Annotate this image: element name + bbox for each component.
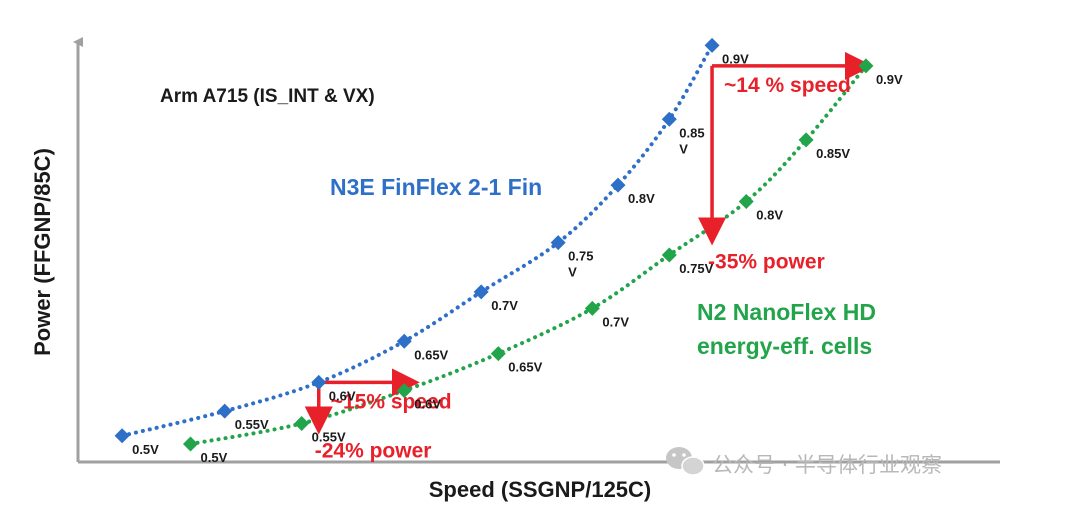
y-axis-label: Power (FFGNP/85C) bbox=[30, 148, 55, 356]
label-n2-1: 0.55V bbox=[312, 429, 346, 444]
point-n2-1 bbox=[294, 415, 310, 431]
annotations: ~14 % speed -35% power ~15% speed -24% powe… bbox=[304, 51, 873, 463]
label-n2-4: 0.7V bbox=[602, 314, 629, 329]
point-n2-5 bbox=[661, 247, 677, 263]
label-n2-8: 0.9V bbox=[876, 72, 903, 87]
series-label-n2-line2: energy-eff. cells bbox=[697, 333, 872, 359]
label-n3e-2: 0.6V bbox=[329, 388, 356, 403]
label-n2-0: 0.5V bbox=[201, 450, 228, 465]
point-n3e-3 bbox=[396, 333, 412, 349]
label-n3e-4: 0.7V bbox=[491, 298, 518, 313]
watermark: 公众号 · 半导体行业观察 bbox=[666, 447, 942, 477]
label-n3e-7: 0.85 V bbox=[679, 125, 704, 156]
watermark-text: 公众号 · 半导体行业观察 bbox=[712, 453, 942, 477]
annotation-power-1: -35% power bbox=[708, 251, 825, 274]
point-n3e-1 bbox=[217, 403, 233, 419]
point-n3e-2 bbox=[311, 374, 327, 390]
point-n3e-0 bbox=[114, 428, 130, 444]
x-axis-label: Speed (SSGNP/125C) bbox=[429, 477, 652, 502]
label-n3e-1: 0.55V bbox=[235, 417, 269, 432]
label-n2-6: 0.8V bbox=[756, 208, 783, 223]
point-n2-7 bbox=[798, 132, 814, 148]
series-label-n3e: N3E FinFlex 2-1 Fin bbox=[330, 174, 542, 200]
label-n2-3: 0.65V bbox=[508, 360, 542, 375]
annotation-power-3: -24% power bbox=[315, 440, 432, 463]
point-n2-8 bbox=[858, 58, 874, 74]
series-points: 0.5V 0.55V 0.6V 0.65V 0.7V 0.75 V 0.8V 0.85 V 0.9V… bbox=[114, 37, 903, 465]
chart-title: Arm A715 (IS_INT & VX) bbox=[160, 86, 375, 107]
label-n3e-5: 0.75 V bbox=[568, 249, 593, 280]
point-n3e-5 bbox=[550, 235, 566, 251]
label-n2-2: 0.6V bbox=[414, 397, 441, 412]
label-n2-7: 0.85V bbox=[816, 146, 850, 161]
point-n3e-8 bbox=[704, 37, 720, 53]
point-n2-6 bbox=[738, 194, 754, 210]
point-n3e-7 bbox=[661, 111, 677, 127]
label-n3e-8: 0.9V bbox=[722, 51, 749, 66]
annotation-speed-2: ~15% speed bbox=[331, 390, 452, 413]
point-n3e-4 bbox=[473, 284, 489, 300]
point-n3e-6 bbox=[610, 177, 626, 193]
series-label-n2-line1: N2 NanoFlex HD bbox=[697, 299, 876, 325]
label-n2-5: 0.75V bbox=[679, 261, 713, 276]
point-n2-2 bbox=[396, 383, 412, 399]
label-n3e-6: 0.8V bbox=[628, 191, 655, 206]
point-n2-0 bbox=[183, 436, 198, 452]
point-n2-4 bbox=[584, 300, 600, 316]
point-n2-3 bbox=[490, 346, 506, 362]
wechat-icon bbox=[666, 447, 705, 476]
annotation-speed-0: ~14 % speed bbox=[724, 74, 851, 97]
curve-n2 bbox=[188, 63, 868, 446]
label-n3e-0: 0.5V bbox=[132, 442, 159, 457]
label-n3e-3: 0.65V bbox=[414, 347, 448, 362]
